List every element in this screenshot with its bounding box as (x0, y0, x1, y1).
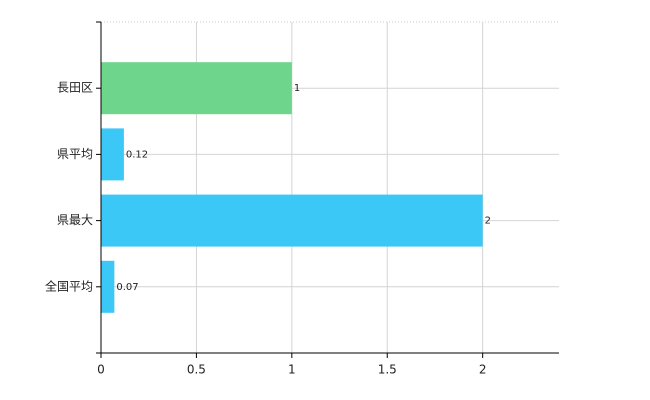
x-tick-label: 1 (288, 363, 296, 377)
x-tick-label: 0.5 (187, 363, 206, 377)
x-tick-label: 1.5 (378, 363, 397, 377)
value-label: 1 (294, 83, 300, 94)
y-tick-label: 全国平均 (45, 278, 93, 293)
x-tick-label: 2 (479, 363, 487, 377)
x-tick-label: 0 (97, 363, 105, 377)
bar (101, 128, 124, 181)
bar (101, 194, 483, 247)
value-label: 2 (485, 216, 491, 227)
value-label: 0.12 (126, 149, 148, 160)
y-tick-label: 県最大 (57, 213, 93, 227)
y-tick-label: 県平均 (57, 147, 93, 161)
bar (101, 260, 115, 313)
value-label: 0.07 (116, 282, 138, 293)
bar (101, 62, 292, 115)
y-tick-label: 長田区 (57, 81, 93, 95)
